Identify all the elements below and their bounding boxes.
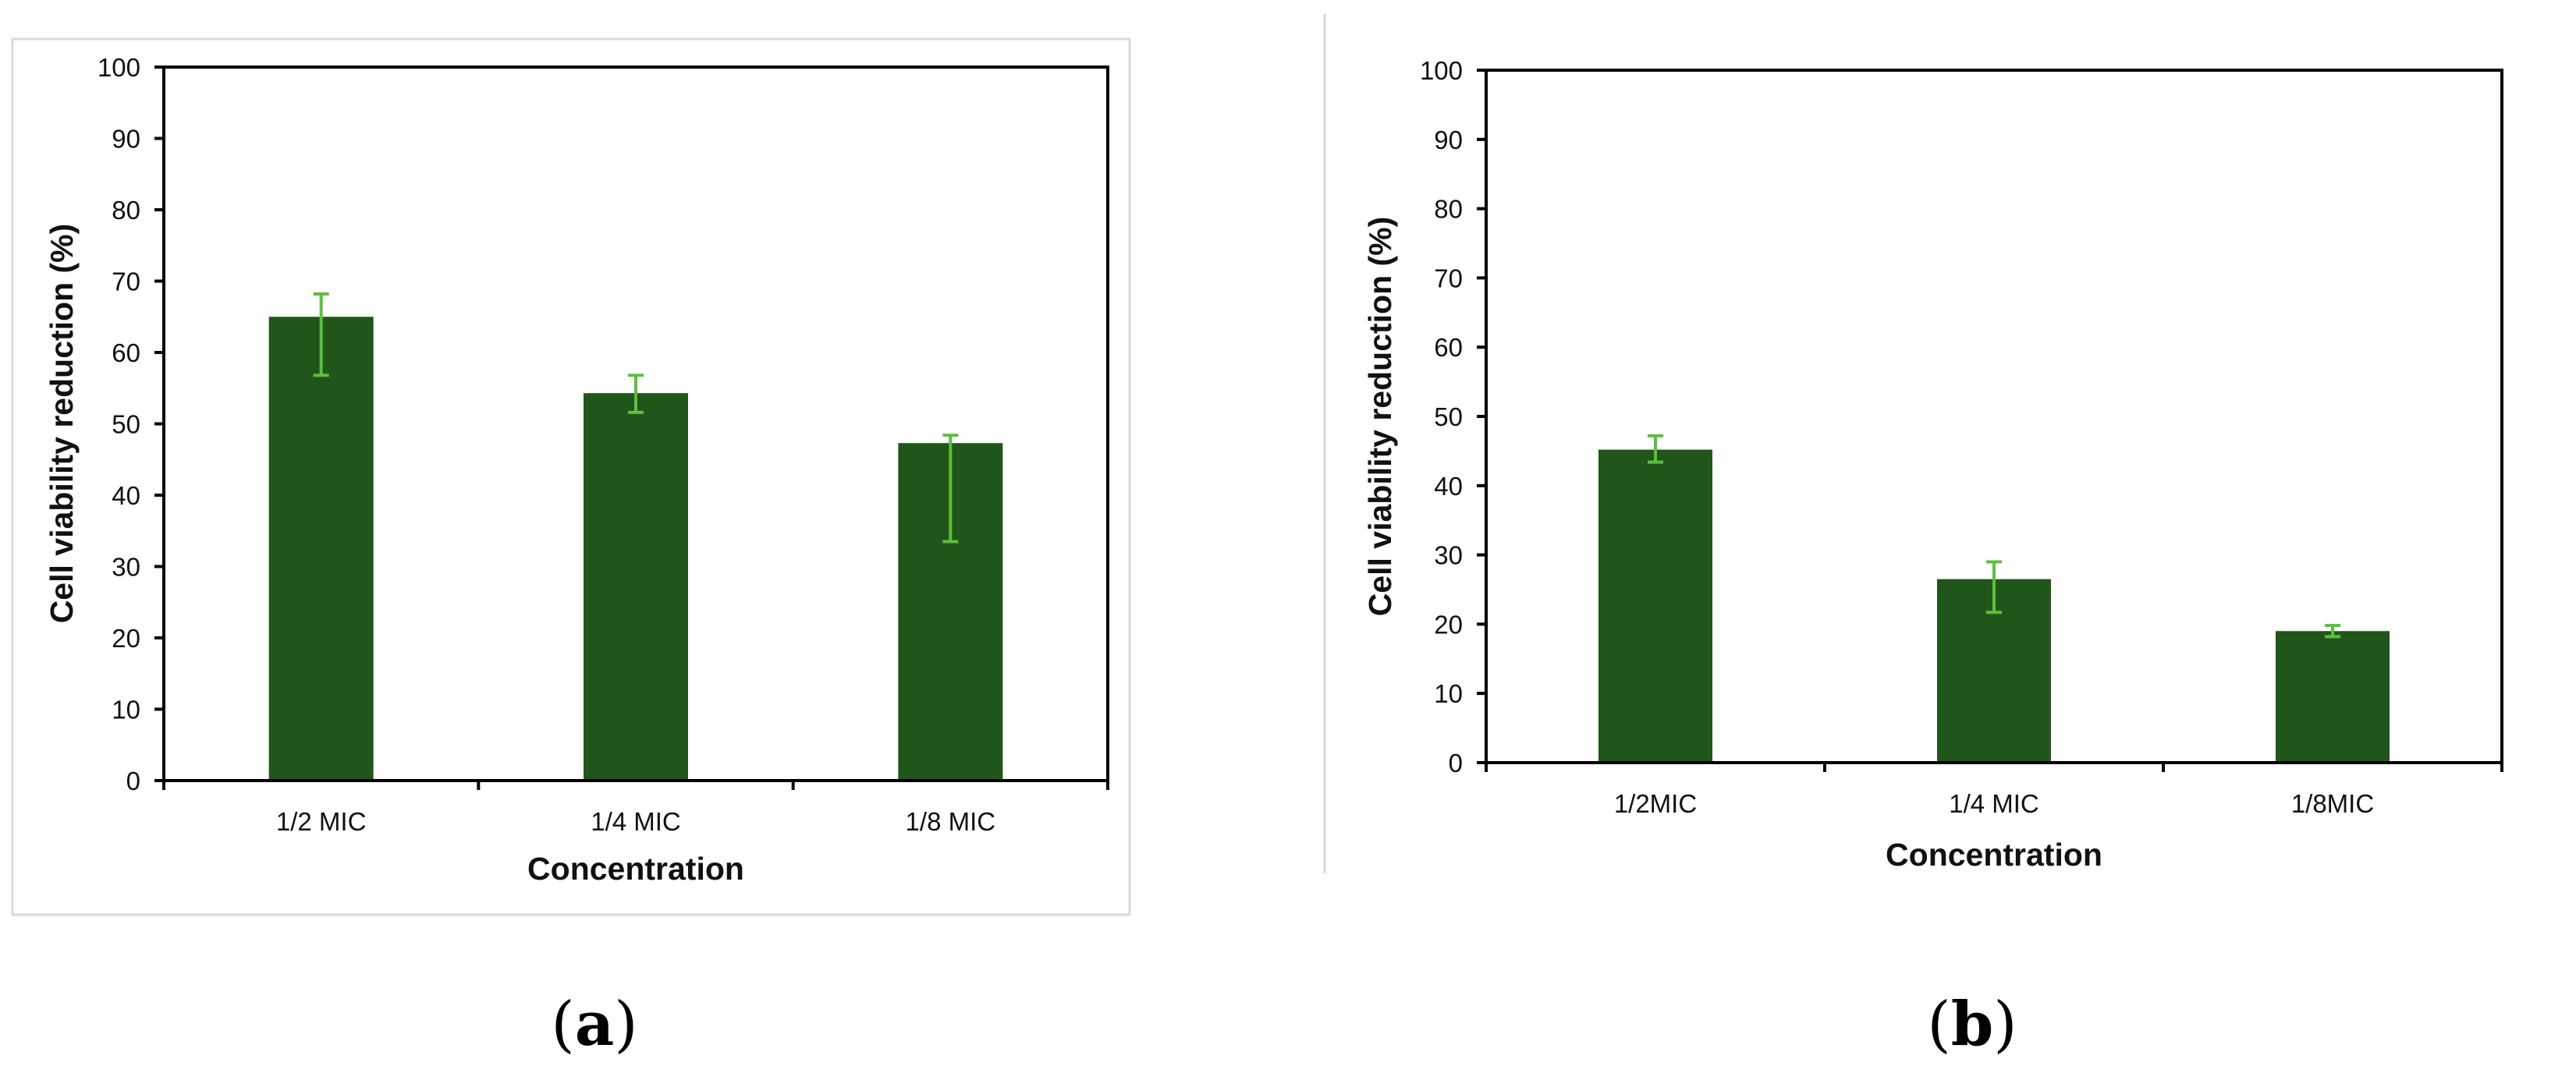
panel-a-x-tick-label: 1/2 MIC [276,807,367,836]
panel-a-bar [268,317,374,781]
panel-a-y-tick-label: 90 [112,125,140,154]
panel-a-y-tick-label: 70 [112,267,140,296]
panel-b-x-axis-title: Concentration [1886,837,2102,873]
panel-b-label-letter: b [1951,989,1994,1060]
panel-a-y-tick-label: 80 [112,196,140,225]
panel-b-y-tick-label: 30 [1434,541,1463,570]
panel-a-y-tick-label: 40 [112,481,140,510]
panel-a-bar [584,393,688,781]
panel-b-y-tick-label: 10 [1434,679,1463,708]
panel-b-y-tick-label: 40 [1434,472,1463,501]
panel-b-y-tick-label: 0 [1449,749,1463,777]
panel-a-y-tick-label: 20 [112,624,140,653]
chart-panel-a: 0 10 20 30 40 50 60 70 80 90 100 1/2 MIC 1/4 MIC 1/8… [11,37,1131,1060]
panel-b-x-tick-label: 1/8MIC [2291,789,2374,818]
panel-b-bar [1598,449,1712,763]
panel-b-marks [1598,434,2390,763]
panel-a-y-tick-label: 60 [112,338,140,367]
panel-a-frame [11,37,1131,916]
panel-a-x-tick-label: 1/4 MIC [591,807,681,836]
panel-a-label: (a) [551,989,637,1060]
panel-b-y-tick-label: 90 [1434,126,1463,154]
panel-a-x-tick-label: 1/8 MIC [906,807,996,836]
panel-b-bar [2276,631,2390,763]
panel-b-x-ticks: 1/2MIC 1/4 MIC 1/8MIC [1485,763,2503,818]
panel-a-y-tick-label: 50 [112,410,140,439]
panel-b-y-ticks: 0 10 20 30 40 50 60 70 80 90 100 [1420,56,1486,777]
chart-panel-b: 0 10 20 30 40 50 60 70 80 90 100 1/2MIC 1/4 MIC 1/8M… [1323,14,2503,1060]
panel-b-y-tick-label: 50 [1434,402,1463,431]
panel-a-marks [268,292,1003,781]
panel-b-y-tick-label: 60 [1434,333,1463,362]
panel-b-y-tick-label: 20 [1434,610,1463,639]
panel-a-y-ticks: 0 10 20 30 40 50 60 70 80 90 100 [98,53,164,795]
panel-b-y-axis-title: Cell viability reduction (%) [1362,217,1398,617]
panel-b-label: (b) [1927,989,2017,1060]
panel-a-y-axis-title: Cell viability reduction (%) [44,224,80,624]
panel-a-label-letter: a [575,989,615,1060]
panel-a-y-tick-label: 30 [112,553,140,582]
panel-b-y-tick-label: 80 [1434,195,1463,224]
panel-b-y-tick-label: 70 [1434,264,1463,292]
panel-a-x-ticks: 1/2 MIC 1/4 MIC 1/8 MIC [162,781,1109,836]
panel-b-x-tick-label: 1/2MIC [1614,789,1697,818]
panel-a-y-tick-label: 100 [98,53,140,82]
panel-b-y-tick-label: 100 [1420,56,1463,85]
panel-a-y-tick-label: 0 [126,767,140,795]
panel-b-x-tick-label: 1/4 MIC [1949,789,2039,818]
panel-a-y-tick-label: 10 [112,696,140,724]
panel-a-x-axis-title: Concentration [527,851,744,887]
